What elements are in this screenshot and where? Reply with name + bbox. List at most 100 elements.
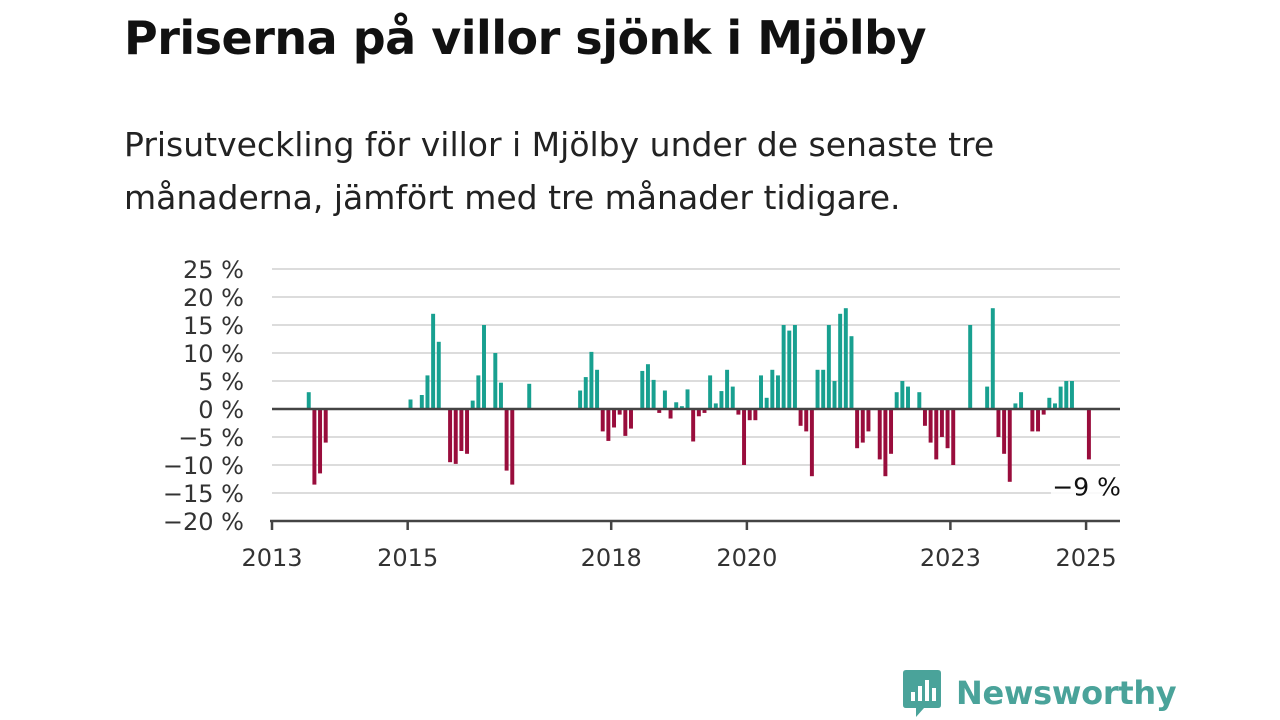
- bar: [753, 409, 758, 421]
- bar: [781, 325, 786, 409]
- y-tick-label: 5 %: [198, 368, 244, 396]
- bar: [838, 313, 843, 409]
- bar: [900, 381, 905, 409]
- bar: [725, 369, 730, 409]
- bar: [747, 409, 752, 421]
- bar: [809, 409, 814, 477]
- bar: [696, 409, 701, 417]
- bar: [939, 409, 944, 437]
- brand-name: Newsworthy: [956, 674, 1177, 712]
- bar: [764, 397, 769, 409]
- newsworthy-logo: Newsworthy: [902, 668, 1177, 718]
- bar: [318, 409, 323, 474]
- bar: [702, 409, 707, 413]
- bar: [759, 375, 763, 409]
- bar: [906, 386, 910, 409]
- bar: [945, 409, 950, 449]
- bar: [527, 383, 532, 409]
- bar: [849, 336, 854, 409]
- y-tick-label: −10 %: [163, 452, 244, 480]
- bar: [990, 308, 995, 409]
- bar: [668, 409, 673, 419]
- last-value-label: −9 %: [1052, 472, 1121, 501]
- bar: [662, 390, 667, 409]
- x-tick-label: 2015: [377, 544, 438, 572]
- bar: [719, 391, 724, 409]
- axes: [270, 407, 1120, 530]
- bar: [459, 409, 464, 451]
- bar: [883, 409, 888, 477]
- bar: [651, 379, 656, 409]
- bar: [708, 375, 713, 409]
- bar: [419, 395, 424, 409]
- x-tick-label: 2013: [241, 544, 302, 572]
- bar: [323, 409, 328, 443]
- bar: [1030, 409, 1035, 432]
- bar: [860, 409, 865, 443]
- bar: [855, 409, 860, 449]
- y-tick-label: −5 %: [178, 424, 244, 452]
- bar: [1064, 381, 1069, 409]
- bar: [425, 375, 430, 409]
- bar: [617, 409, 622, 415]
- bar: [606, 409, 611, 441]
- bar: [894, 392, 899, 409]
- bar: [312, 409, 317, 485]
- bar: [713, 403, 718, 409]
- bar: [730, 386, 735, 409]
- gridlines: [272, 268, 1120, 494]
- bar: [736, 409, 741, 415]
- bar: [951, 409, 956, 465]
- y-tick-label: 15 %: [183, 312, 244, 340]
- bar: [453, 409, 458, 464]
- bar: [804, 409, 809, 432]
- y-tick-label: 20 %: [183, 284, 244, 312]
- bar: [436, 341, 441, 409]
- y-tick-label: 0 %: [198, 396, 244, 424]
- y-tick-label: −20 %: [163, 508, 244, 536]
- bar: [843, 308, 848, 409]
- bar: [775, 375, 780, 409]
- bar: [679, 406, 684, 409]
- bar: [917, 392, 922, 409]
- bar: [742, 409, 747, 465]
- bar: [889, 409, 894, 454]
- last-value-bg: [1050, 471, 1123, 504]
- bar: [583, 377, 588, 409]
- bar: [787, 330, 792, 409]
- bar: [674, 402, 679, 409]
- bar: [798, 409, 803, 426]
- x-tick-label: 2023: [920, 544, 981, 572]
- bar: [595, 369, 600, 409]
- bar: [866, 409, 871, 432]
- bar: [815, 369, 820, 409]
- bar: [968, 325, 973, 409]
- bar: [996, 409, 1001, 437]
- bar: [645, 364, 650, 409]
- bar: [1069, 381, 1074, 409]
- bar-chart: 25 %20 %15 %10 %5 %0 %−5 %−10 %−15 %−20 …: [163, 256, 1123, 572]
- bar: [493, 353, 498, 409]
- bar: [770, 369, 775, 409]
- x-tick-label: 2020: [716, 544, 777, 572]
- tick-labels: 25 %20 %15 %10 %5 %0 %−5 %−10 %−15 %−20 …: [163, 256, 1123, 572]
- bar: [431, 313, 436, 409]
- bar: [510, 409, 515, 485]
- bar: [589, 351, 594, 409]
- y-tick-label: 25 %: [183, 256, 244, 284]
- bar: [612, 409, 617, 428]
- bar: [482, 325, 486, 409]
- bar: [826, 325, 831, 409]
- bar: [470, 400, 475, 409]
- y-tick-label: −15 %: [163, 480, 244, 508]
- bar: [1053, 403, 1057, 409]
- bar: [306, 392, 311, 409]
- bar: [1013, 403, 1018, 409]
- newsworthy-logo-icon: [903, 670, 941, 717]
- bar: [623, 409, 628, 436]
- bar: [928, 409, 933, 443]
- bar: [685, 389, 690, 409]
- chart-subtitle: Prisutveckling för villor i Mjölby under…: [124, 125, 995, 217]
- bar: [1041, 409, 1046, 415]
- bar: [448, 409, 453, 463]
